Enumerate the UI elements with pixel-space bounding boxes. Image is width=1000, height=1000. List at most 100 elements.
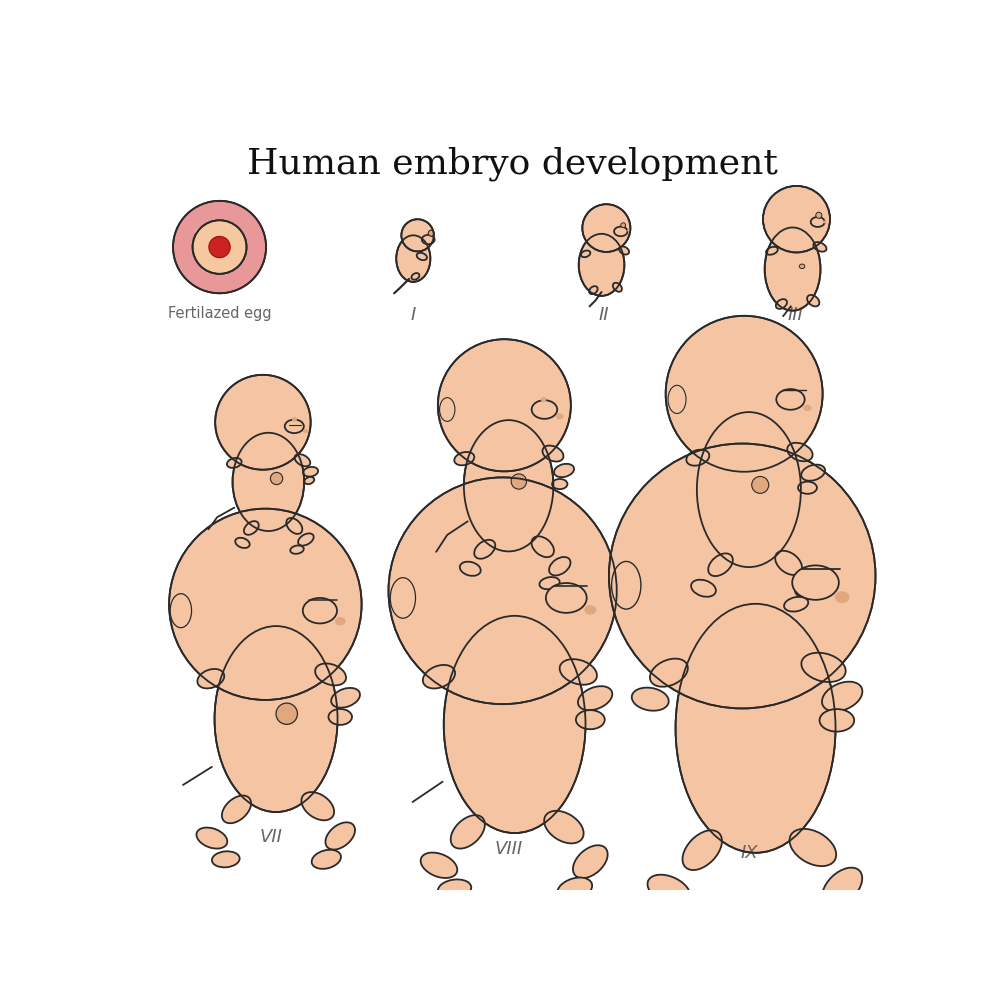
Text: Fertilazed egg: Fertilazed egg — [168, 306, 271, 321]
Ellipse shape — [546, 583, 587, 613]
Ellipse shape — [315, 663, 346, 685]
Ellipse shape — [560, 659, 597, 685]
Ellipse shape — [775, 551, 802, 575]
Ellipse shape — [792, 565, 839, 600]
Text: IX: IX — [740, 844, 758, 862]
Text: III: III — [788, 306, 803, 324]
Circle shape — [666, 316, 823, 472]
Ellipse shape — [799, 264, 805, 269]
Text: V: V — [502, 578, 515, 596]
Text: I: I — [411, 306, 416, 324]
Ellipse shape — [295, 454, 310, 466]
Ellipse shape — [290, 545, 304, 554]
Ellipse shape — [539, 577, 560, 589]
Ellipse shape — [549, 557, 570, 575]
Ellipse shape — [776, 299, 787, 309]
Circle shape — [511, 474, 527, 489]
Circle shape — [582, 204, 630, 252]
Ellipse shape — [576, 710, 605, 729]
Ellipse shape — [557, 878, 592, 901]
Ellipse shape — [822, 868, 862, 907]
Ellipse shape — [581, 251, 590, 257]
Ellipse shape — [686, 450, 709, 466]
Ellipse shape — [396, 235, 430, 282]
Ellipse shape — [474, 540, 495, 559]
Ellipse shape — [676, 604, 836, 853]
Ellipse shape — [233, 433, 304, 531]
Ellipse shape — [532, 400, 557, 419]
Ellipse shape — [303, 467, 318, 477]
Ellipse shape — [325, 822, 355, 850]
Ellipse shape — [451, 815, 485, 849]
Ellipse shape — [801, 465, 825, 481]
Ellipse shape — [589, 286, 598, 294]
Circle shape — [276, 703, 297, 724]
Ellipse shape — [697, 412, 801, 567]
Text: VIII: VIII — [495, 840, 523, 858]
Ellipse shape — [584, 605, 596, 615]
Ellipse shape — [301, 792, 334, 820]
Ellipse shape — [444, 616, 586, 833]
Ellipse shape — [806, 905, 847, 933]
Ellipse shape — [215, 626, 338, 812]
Circle shape — [438, 339, 571, 471]
Ellipse shape — [798, 482, 817, 494]
Circle shape — [173, 201, 266, 293]
Ellipse shape — [542, 446, 563, 462]
Ellipse shape — [835, 591, 850, 603]
Ellipse shape — [312, 850, 341, 869]
Ellipse shape — [303, 429, 309, 433]
Ellipse shape — [807, 295, 819, 306]
Ellipse shape — [613, 283, 622, 292]
Ellipse shape — [552, 479, 567, 489]
Circle shape — [215, 375, 311, 470]
Ellipse shape — [197, 669, 224, 688]
Ellipse shape — [417, 253, 427, 260]
Ellipse shape — [235, 538, 250, 548]
Circle shape — [209, 236, 230, 258]
Ellipse shape — [304, 477, 314, 484]
Text: Human embryo development: Human embryo development — [247, 147, 778, 181]
Ellipse shape — [556, 413, 564, 419]
Ellipse shape — [787, 443, 813, 461]
Ellipse shape — [532, 536, 554, 557]
Circle shape — [389, 477, 617, 704]
Ellipse shape — [668, 385, 686, 414]
Circle shape — [270, 472, 283, 485]
Ellipse shape — [627, 229, 631, 232]
Ellipse shape — [795, 574, 820, 597]
Ellipse shape — [813, 242, 826, 252]
Ellipse shape — [632, 688, 669, 711]
Ellipse shape — [708, 553, 733, 576]
Circle shape — [752, 476, 769, 493]
Ellipse shape — [766, 247, 778, 255]
Circle shape — [401, 219, 434, 251]
Ellipse shape — [811, 217, 825, 227]
Ellipse shape — [790, 829, 836, 866]
Ellipse shape — [286, 518, 302, 534]
Ellipse shape — [650, 659, 688, 687]
Ellipse shape — [438, 879, 471, 899]
Text: VI: VI — [740, 582, 758, 600]
Ellipse shape — [822, 221, 826, 223]
Circle shape — [621, 223, 626, 228]
Circle shape — [428, 230, 434, 236]
Ellipse shape — [573, 845, 608, 878]
Circle shape — [169, 509, 362, 700]
Circle shape — [763, 186, 830, 252]
Ellipse shape — [776, 389, 805, 410]
Text: II: II — [599, 306, 609, 324]
Ellipse shape — [195, 225, 221, 241]
Ellipse shape — [170, 594, 192, 628]
Ellipse shape — [212, 851, 240, 867]
Ellipse shape — [612, 561, 641, 609]
Ellipse shape — [665, 905, 705, 928]
Ellipse shape — [554, 464, 574, 477]
Ellipse shape — [682, 830, 722, 870]
Ellipse shape — [298, 533, 314, 546]
Ellipse shape — [411, 273, 419, 280]
Ellipse shape — [335, 617, 346, 626]
Ellipse shape — [578, 686, 612, 710]
Ellipse shape — [579, 234, 624, 296]
Ellipse shape — [614, 227, 627, 236]
